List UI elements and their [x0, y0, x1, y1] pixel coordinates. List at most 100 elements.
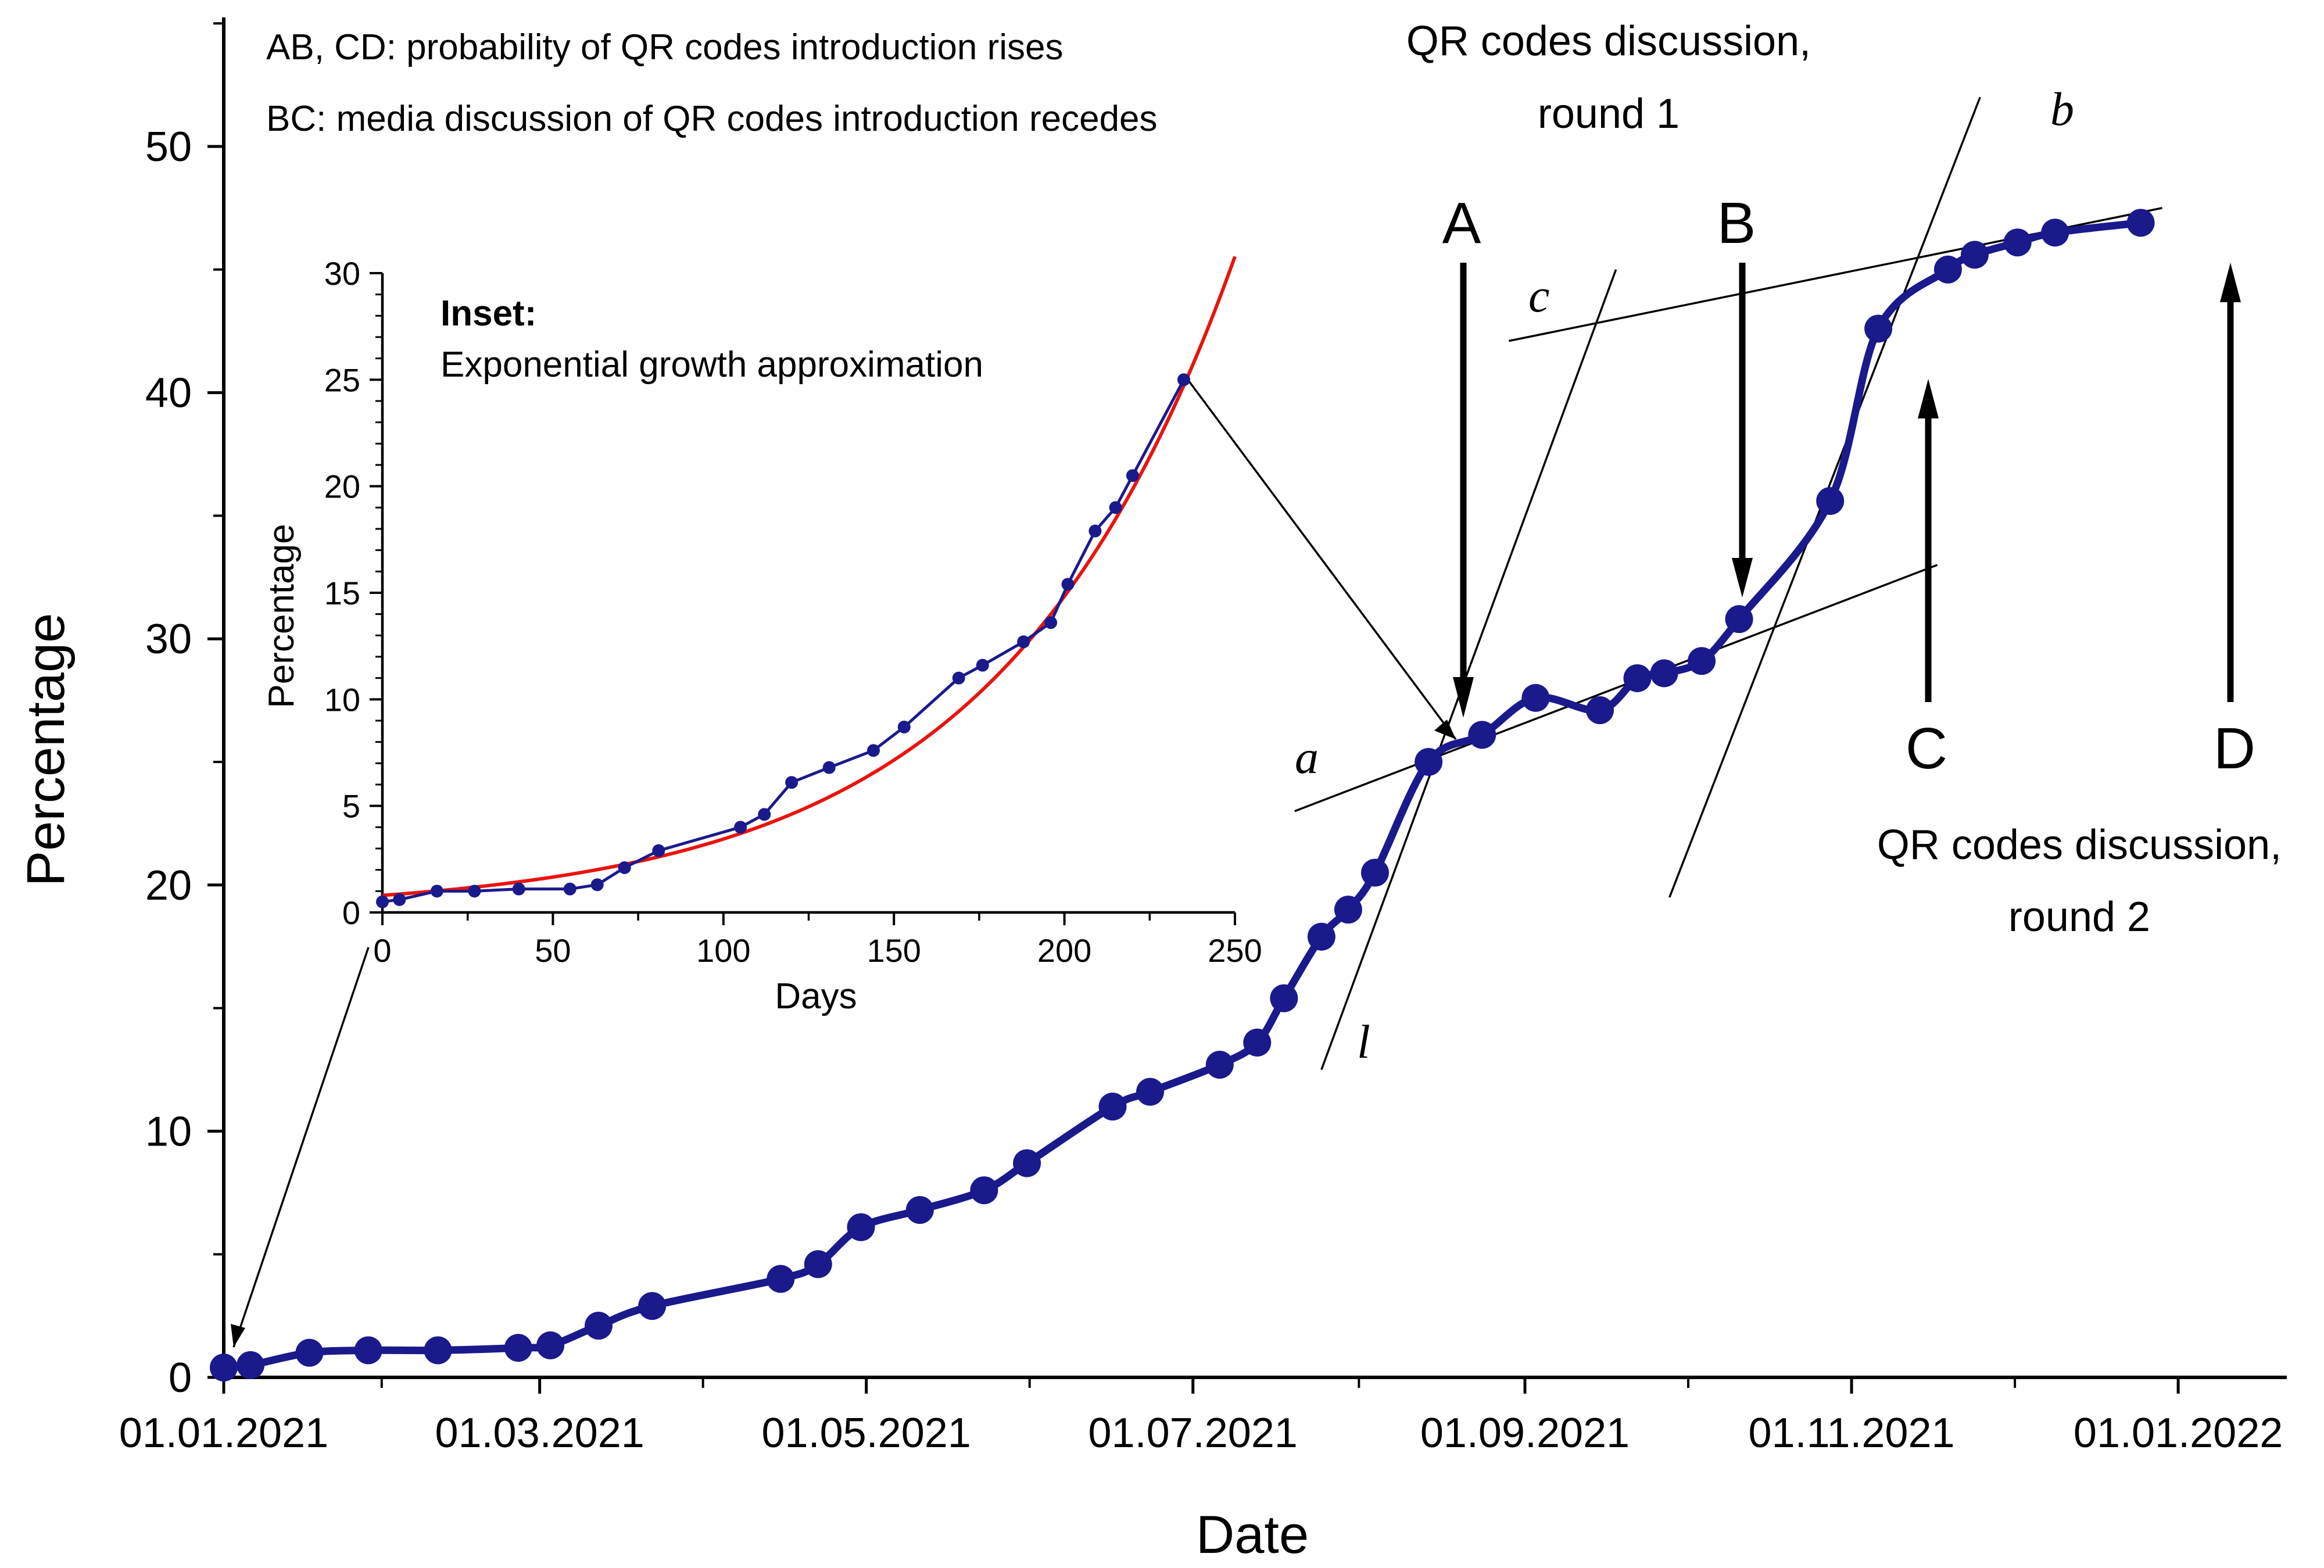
inset-data-point	[897, 721, 911, 733]
main-data-point	[1960, 241, 1989, 269]
main-data-point	[536, 1331, 565, 1359]
main-data-point	[1205, 1051, 1234, 1079]
main-data-point	[504, 1334, 532, 1362]
main-data-point	[1307, 922, 1335, 951]
main-x-tick-label: 01.01.2021	[119, 1410, 328, 1456]
inset-x-tick-label: 0	[373, 932, 391, 969]
main-data-point	[1136, 1077, 1165, 1106]
main-data-point	[1098, 1093, 1127, 1121]
inset-data-point	[1017, 635, 1030, 649]
label-a: A	[1442, 191, 1481, 256]
inset-data-point	[1177, 373, 1190, 386]
main-data-point	[2041, 219, 2069, 247]
inset-data-point	[1109, 501, 1122, 514]
inset-data-point	[758, 808, 771, 821]
inset-y-tick-label: 15	[324, 575, 360, 611]
inset-data-point	[393, 893, 406, 906]
inset-data-point	[468, 885, 481, 898]
main-data-point	[970, 1176, 998, 1205]
inset-data-point	[430, 885, 443, 898]
main-data-point	[1521, 683, 1550, 712]
inset-x-tick-label: 200	[1037, 932, 1091, 969]
inset-x-tick-label: 150	[866, 932, 921, 969]
inset-data-point	[376, 895, 389, 908]
arrow-d-head	[2220, 263, 2241, 302]
main-data-point	[424, 1336, 452, 1365]
inset-exponential-fit-line	[382, 256, 1237, 897]
main-data-point	[1933, 255, 1962, 284]
main-x-tick-label: 01.07.2021	[1088, 1410, 1298, 1456]
inset-data-point	[952, 671, 965, 685]
main-x-tick-label: 01.01.2022	[2074, 1410, 2283, 1456]
tangent-label-l: l	[1357, 1015, 1370, 1068]
inset-y-tick-label: 30	[324, 255, 360, 292]
inset-y-tick-label: 5	[342, 788, 360, 825]
main-data-point	[1243, 1028, 1272, 1057]
main-ticks	[207, 22, 2180, 1394]
inset-subtitle: Exponential growth approximation	[441, 345, 983, 385]
inset-y-tick-label: 20	[324, 468, 360, 505]
main-data-point	[1270, 984, 1298, 1012]
inset-pointer-start-arrowhead	[231, 1324, 245, 1347]
main-x-tick-label: 01.11.2021	[1749, 1410, 1955, 1456]
main-data-point	[1415, 748, 1443, 776]
main-data-point	[847, 1213, 875, 1241]
tangent-line-a	[1294, 564, 1938, 812]
inset-data-point	[512, 882, 525, 896]
inset-series-points	[376, 373, 1190, 908]
main-data-point	[2003, 228, 2032, 257]
note-line-2: BC: media discussion of QR codes introdu…	[266, 99, 1158, 139]
inset-y-tick-label: 10	[324, 681, 360, 718]
inset-data-point	[618, 861, 631, 874]
marker-arrows	[1453, 263, 2241, 718]
label-c: C	[1906, 716, 1947, 781]
main-y-tick-label: 0	[169, 1355, 192, 1401]
main-data-point	[1013, 1149, 1041, 1177]
round1-line-1: QR codes discussion,	[1406, 18, 1811, 65]
note-line-1: AB, CD: probability of QR codes introduc…	[266, 27, 1063, 67]
main-data-point	[354, 1336, 382, 1365]
main-series-points	[210, 209, 2155, 1382]
main-data-point	[1623, 664, 1652, 692]
main-data-point	[1334, 896, 1362, 924]
inset-x-axis-title: Days	[775, 976, 857, 1016]
main-series	[210, 209, 2155, 1382]
main-data-point	[210, 1354, 238, 1382]
inset-x-tick-labels: 0 50 100 150 200 250	[373, 932, 1262, 969]
inset-data-point	[652, 844, 665, 857]
inset-data-point	[563, 882, 576, 896]
main-data-point	[905, 1195, 934, 1224]
main-axes	[222, 17, 2287, 1379]
inset-chart: 0 50 100 150 200 250 0 5 10 15 20 25 30 Days Percen…	[262, 255, 1262, 1016]
main-y-tick-label: 10	[145, 1108, 192, 1155]
main-x-tick-labels: 01.01.2021 01.03.2021 01.05.2021 01.07.2021…	[119, 1410, 2283, 1456]
main-data-point	[1688, 647, 1716, 675]
inset-pointer-end	[1184, 375, 1457, 740]
main-data-point	[767, 1265, 795, 1293]
main-data-point	[1864, 314, 1893, 343]
inset-data-point	[785, 776, 798, 789]
inset-data-point	[1088, 524, 1102, 538]
inset-data-point	[1126, 469, 1139, 482]
tangent-label-a: a	[1295, 731, 1319, 783]
inset-y-tick-label: 0	[342, 894, 360, 931]
main-y-tick-labels: 0 10 20 30 40 50	[145, 124, 192, 1401]
round1-line-2: round 1	[1538, 91, 1680, 137]
inset-pointer-start	[232, 947, 370, 1348]
round2-line-2: round 2	[2008, 894, 2150, 940]
main-x-tick-label: 01.03.2021	[435, 1410, 644, 1456]
arrow-a-head	[1453, 677, 1474, 718]
inset-x-tick-label: 50	[535, 932, 571, 969]
arrow-c-head	[1918, 379, 1939, 418]
main-y-tick-label: 20	[145, 862, 192, 909]
inset-pointer-end-arrowhead	[1434, 719, 1456, 739]
tangent-line-l	[1320, 269, 1617, 1071]
main-x-tick-label: 01.09.2021	[1420, 1410, 1630, 1456]
inset-data-point	[590, 878, 604, 892]
inset-ticks	[370, 272, 1236, 925]
main-data-point	[1650, 659, 1678, 688]
main-data-point	[1816, 486, 1845, 515]
main-data-point	[584, 1312, 613, 1340]
label-b: B	[1717, 191, 1756, 256]
